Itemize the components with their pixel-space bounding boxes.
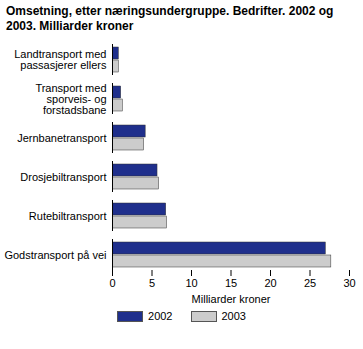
svg-text:20: 20 bbox=[264, 277, 276, 289]
svg-text:25: 25 bbox=[304, 277, 316, 289]
svg-text:Drosjebiltransport: Drosjebiltransport bbox=[20, 171, 106, 183]
svg-text:5: 5 bbox=[149, 277, 155, 289]
svg-text:Landtransport medpassasjerer e: Landtransport medpassasjerer ellers bbox=[14, 48, 107, 71]
html-text:2002: 2002 bbox=[148, 310, 173, 322]
svg-text:Transport medsporveis- ogforst: Transport medsporveis- ogforstadsbane bbox=[35, 82, 106, 116]
svg-text:Godstransport på vei: Godstransport på vei bbox=[4, 249, 106, 261]
svg-text:Rutebiltransport: Rutebiltransport bbox=[29, 210, 107, 222]
svg-text:10: 10 bbox=[185, 277, 197, 289]
svg-text:30: 30 bbox=[343, 277, 355, 289]
svg-text:Milliarder kroner: Milliarder kroner bbox=[192, 293, 271, 305]
html-text:2003: 2003 bbox=[221, 310, 246, 322]
html-text:Omsetning, etter næringsunderg: Omsetning, etter næringsundergruppe. Bed… bbox=[6, 4, 334, 33]
svg-text:15: 15 bbox=[225, 277, 237, 289]
svg-text:0: 0 bbox=[109, 277, 115, 289]
svg-text:Jernbanetransport: Jernbanetransport bbox=[17, 132, 106, 144]
